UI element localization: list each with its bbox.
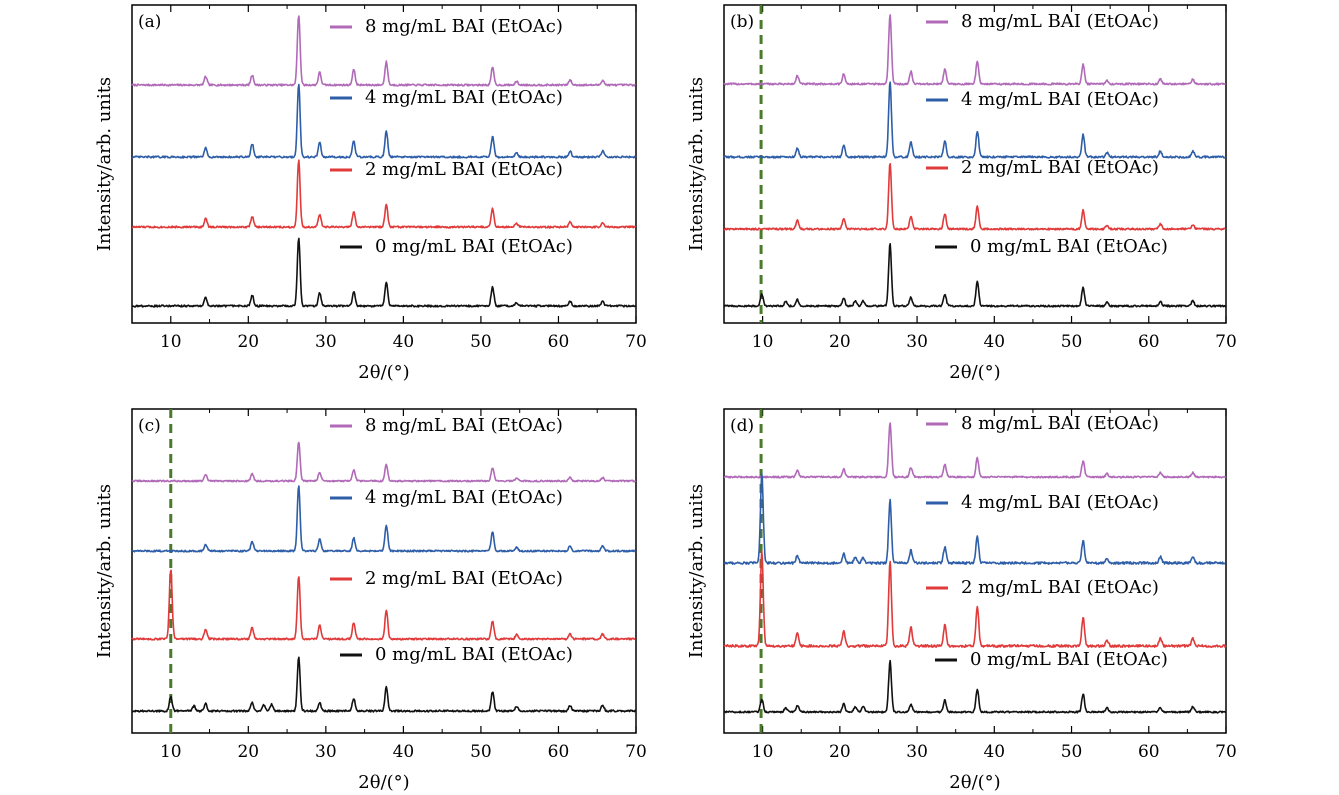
plot-frame	[723, 4, 1227, 324]
x-tick-label: 20	[829, 742, 851, 762]
series-line-0-mg-mL	[723, 243, 1226, 308]
x-tick-label: 50	[470, 742, 492, 762]
legend-label: 0 mg/mL BAI (EtOAc)	[970, 236, 1168, 257]
series-line-4-mg-mL	[131, 83, 637, 159]
plot-frame	[723, 408, 1227, 734]
legend-label: 0 mg/mL BAI (EtOAc)	[375, 236, 573, 257]
series-line-2-mg-mL	[723, 163, 1227, 231]
series-line-4-mg-mL	[723, 81, 1227, 159]
panel-a: 10 20 30 40 50 60 70 2θ/(°) Intensity/arb. units…	[94, 4, 647, 383]
series-line-0-mg-mL	[723, 659, 1227, 714]
series-line-8-mg-mL	[723, 422, 1227, 479]
panel-b: 10 20 30 40 50 60 70 2θ/(°) Intensity/arb. units…	[686, 4, 1237, 383]
x-tick-label: 30	[906, 332, 928, 352]
series-line-2-mg-mL	[131, 569, 636, 641]
x-tick-label: 10	[160, 742, 182, 762]
plot-frame	[131, 4, 637, 324]
x-tick-label: 50	[1061, 332, 1083, 352]
legend-label: 2 mg/mL BAI (EtOAc)	[961, 577, 1159, 598]
x-tick-label: 40	[393, 742, 415, 762]
x-tick-label: 40	[983, 742, 1005, 762]
series-line-8-mg-mL	[723, 14, 1227, 86]
legend-label: 2 mg/mL BAI (EtOAc)	[365, 568, 563, 589]
legend-label: 8 mg/mL BAI (EtOAc)	[365, 415, 563, 436]
y-axis-label: Intensity/arb. units	[686, 77, 707, 251]
x-tick-label: 60	[1138, 742, 1160, 762]
x-axis-label: 2θ/(°)	[949, 362, 1000, 383]
x-tick-label: 70	[625, 332, 647, 352]
x-tick-label: 30	[315, 742, 337, 762]
legend-label: 8 mg/mL BAI (EtOAc)	[961, 413, 1159, 434]
x-tick-label: 40	[393, 332, 415, 352]
x-tick-label: 60	[1138, 332, 1160, 352]
series-line-0-mg-mL	[131, 237, 637, 308]
panel-c: 10 20 30 40 50 60 70 2θ/(°) Intensity/arb. units…	[94, 408, 647, 793]
legend-label: 4 mg/mL BAI (EtOAc)	[365, 87, 563, 108]
series-line-4-mg-mL	[723, 472, 1226, 565]
x-axis-label: 2θ/(°)	[949, 772, 1000, 793]
series-line-8-mg-mL	[131, 441, 637, 483]
series-line-2-mg-mL	[131, 159, 637, 229]
x-tick-label: 60	[548, 332, 570, 352]
x-tick-label: 10	[752, 332, 774, 352]
x-tick-label: 10	[160, 332, 182, 352]
x-tick-label: 70	[625, 742, 647, 762]
panel-label: (c)	[138, 416, 161, 436]
x-tick-label: 60	[548, 742, 570, 762]
panel-label: (b)	[730, 12, 754, 32]
panel-label: (d)	[730, 416, 754, 436]
x-tick-label: 20	[829, 332, 851, 352]
legend-label: 4 mg/mL BAI (EtOAc)	[365, 487, 563, 508]
legend-label: 4 mg/mL BAI (EtOAc)	[961, 89, 1159, 110]
x-tick-label: 20	[237, 332, 259, 352]
x-axis-label: 2θ/(°)	[358, 772, 409, 793]
x-tick-label: 20	[237, 742, 259, 762]
x-tick-label: 50	[470, 332, 492, 352]
x-tick-label: 30	[906, 742, 928, 762]
legend-label: 4 mg/mL BAI (EtOAc)	[961, 492, 1159, 513]
series-line-2-mg-mL	[723, 549, 1227, 648]
plot-frame	[131, 408, 637, 734]
legend-label: 0 mg/mL BAI (EtOAc)	[970, 649, 1168, 670]
legend-label: 0 mg/mL BAI (EtOAc)	[375, 644, 573, 665]
x-tick-label: 50	[1061, 742, 1083, 762]
y-axis-label: Intensity/arb. units	[686, 484, 707, 658]
x-tick-label: 30	[315, 332, 337, 352]
x-tick-label: 70	[1215, 742, 1237, 762]
panel-d: 10 20 30 40 50 60 70 2θ/(°) Intensity/arb. units…	[686, 408, 1237, 793]
y-axis-label: Intensity/arb. units	[94, 77, 115, 251]
x-axis-label: 2θ/(°)	[358, 362, 409, 383]
x-tick-label: 10	[752, 742, 774, 762]
x-tick-label: 40	[983, 332, 1005, 352]
legend-label: 8 mg/mL BAI (EtOAc)	[365, 16, 563, 37]
panel-label: (a)	[138, 12, 161, 32]
legend-label: 2 mg/mL BAI (EtOAc)	[961, 157, 1159, 178]
x-tick-label: 70	[1215, 332, 1237, 352]
legend-label: 8 mg/mL BAI (EtOAc)	[961, 11, 1159, 32]
y-axis-label: Intensity/arb. units	[94, 484, 115, 658]
series-line-4-mg-mL	[131, 485, 637, 553]
series-line-8-mg-mL	[131, 15, 636, 87]
series-line-0-mg-mL	[131, 656, 637, 713]
legend-label: 2 mg/mL BAI (EtOAc)	[365, 159, 563, 180]
